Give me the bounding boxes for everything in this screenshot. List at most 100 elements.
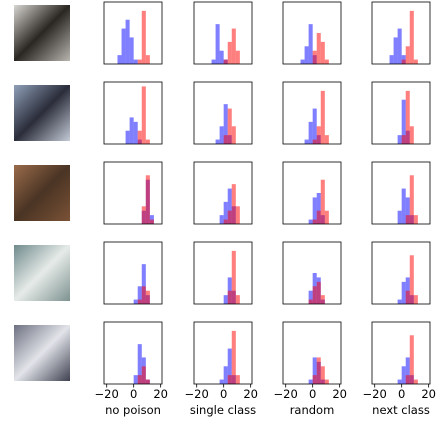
plot-frame (193, 241, 253, 305)
x-tick-label: −20 (185, 387, 209, 401)
histogram-bar (141, 366, 146, 384)
histogram-bar (137, 344, 142, 384)
histogram-bar (137, 299, 142, 304)
histogram-bar (401, 135, 406, 144)
x-tick-label: 20 (332, 387, 347, 401)
histogram-bar (235, 375, 240, 384)
histogram-bar (312, 286, 317, 304)
histogram-bar (215, 24, 220, 64)
histogram-bar (235, 295, 240, 304)
histogram-bar (227, 210, 232, 224)
histogram-bar (312, 375, 317, 384)
histogram-bar (129, 37, 134, 64)
histogram-bar (397, 210, 402, 224)
histogram-bar (312, 357, 317, 384)
histogram-bar (145, 379, 150, 384)
histogram-bar (324, 210, 329, 224)
histogram-bar (227, 108, 232, 144)
histogram-bar (413, 379, 418, 384)
histogram-bar (231, 184, 236, 224)
plot-frame (371, 161, 431, 225)
histogram-bar (405, 90, 410, 144)
x-tick-label: 0 (309, 387, 316, 401)
histogram-bar (304, 46, 309, 64)
histogram-bar (219, 126, 224, 144)
histogram-bar (316, 33, 321, 64)
histogram-bar (235, 206, 240, 224)
histogram-bar (223, 219, 228, 224)
histogram-bar (320, 90, 325, 144)
histogram-bar (308, 299, 313, 304)
plot-frame (193, 161, 253, 225)
x-tick-label: −20 (95, 387, 119, 401)
histogram-bar (312, 139, 317, 144)
histogram-bar (304, 139, 309, 144)
plot-frame (282, 1, 342, 65)
histogram-bar (413, 59, 418, 64)
histogram-bar (215, 139, 220, 144)
plot-frame (282, 81, 342, 145)
histogram-bar (308, 379, 313, 384)
histogram-bar (397, 28, 402, 65)
histogram-bar (145, 175, 150, 224)
plot-frame (282, 161, 342, 225)
histogram-bar (145, 290, 150, 304)
histogram-bar (219, 215, 224, 224)
histogram-bar (308, 219, 313, 224)
histogram-bar (312, 219, 317, 224)
x-tick-label: 20 (421, 387, 436, 401)
plot-frame (103, 241, 163, 305)
histogram-bar (324, 135, 329, 144)
histogram-bar (145, 139, 150, 144)
plot-frame (371, 1, 431, 65)
histogram-bar (231, 28, 236, 65)
plot-frame (193, 321, 253, 385)
x-tick-label: 20 (243, 387, 258, 401)
histogram-bar (316, 281, 321, 304)
histogram-bar (413, 215, 418, 224)
x-tick-label: −20 (363, 387, 387, 401)
thumbnail (14, 245, 70, 301)
histogram-bar (125, 130, 130, 144)
histogram-bar (316, 357, 321, 384)
histogram-bar (149, 219, 154, 224)
histogram-bar (141, 264, 146, 304)
histogram-bar (121, 28, 126, 65)
histogram-bar (223, 104, 228, 144)
histogram-bar (401, 366, 406, 384)
x-axis-label: no poison (105, 403, 161, 417)
histogram-bar (405, 357, 410, 384)
histogram-bar (141, 286, 146, 304)
x-tick-label: 20 (153, 387, 168, 401)
x-tick-label: 0 (130, 387, 137, 401)
histogram-bar (397, 135, 402, 144)
x-axis-label: random (290, 403, 335, 417)
histogram-bar (401, 99, 406, 144)
histogram-bar (389, 55, 394, 64)
histogram-bar (227, 41, 232, 64)
histogram-bar (324, 59, 329, 64)
histogram-bar (409, 255, 414, 304)
histogram-bar (133, 121, 138, 144)
histogram-bar (235, 50, 240, 64)
histogram-bar (405, 375, 410, 384)
histogram-bar (405, 197, 410, 224)
histogram-bar (397, 299, 402, 304)
histogram-bar (413, 295, 418, 304)
plot-frame (103, 1, 163, 65)
histogram-bar (231, 126, 236, 144)
x-axis-label: single class (190, 403, 256, 417)
histogram-bar (393, 37, 398, 64)
histogram-bar (141, 86, 146, 144)
plot-frame (103, 161, 163, 225)
histogram-bar (308, 121, 313, 144)
x-tick-label: 0 (220, 387, 227, 401)
histogram-bar (137, 59, 142, 64)
histogram-bar (308, 290, 313, 304)
thumbnail (14, 85, 70, 141)
histogram-bar (401, 281, 406, 304)
histogram-bar (137, 375, 142, 384)
histogram-bar (141, 206, 146, 224)
plot-frame (282, 241, 342, 305)
histogram-bar (125, 19, 130, 64)
